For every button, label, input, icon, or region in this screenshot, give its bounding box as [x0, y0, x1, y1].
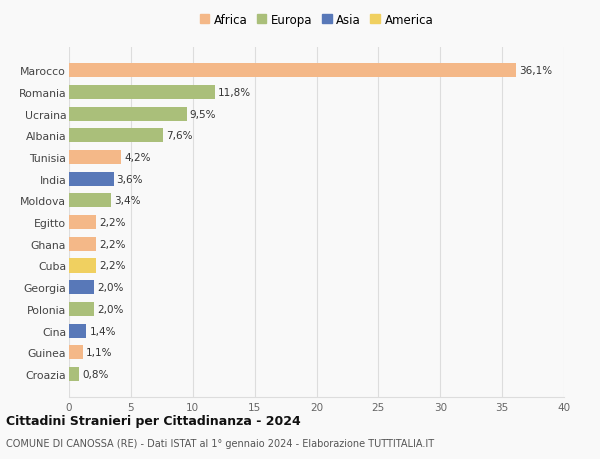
Bar: [69, 107, 187, 122]
Bar: [69, 367, 79, 381]
Text: 2,2%: 2,2%: [100, 261, 126, 271]
Bar: [69, 302, 94, 316]
Bar: [69, 86, 215, 100]
Legend: Africa, Europa, Asia, America: Africa, Europa, Asia, America: [200, 14, 433, 27]
Text: 3,6%: 3,6%: [116, 174, 143, 185]
Text: 2,0%: 2,0%: [97, 304, 123, 314]
Bar: [69, 259, 96, 273]
Bar: [69, 129, 163, 143]
Text: 36,1%: 36,1%: [519, 66, 552, 76]
Text: 4,2%: 4,2%: [124, 153, 151, 162]
Text: 7,6%: 7,6%: [166, 131, 193, 141]
Bar: [69, 216, 96, 230]
Text: COMUNE DI CANOSSA (RE) - Dati ISTAT al 1° gennaio 2024 - Elaborazione TUTTITALIA: COMUNE DI CANOSSA (RE) - Dati ISTAT al 1…: [6, 438, 434, 448]
Text: 3,4%: 3,4%: [114, 196, 140, 206]
Text: 0,8%: 0,8%: [82, 369, 109, 379]
Text: 9,5%: 9,5%: [190, 109, 216, 119]
Bar: [69, 194, 111, 208]
Text: 2,2%: 2,2%: [100, 239, 126, 249]
Bar: [69, 151, 121, 165]
Bar: [69, 172, 113, 186]
Text: 1,1%: 1,1%: [86, 347, 112, 358]
Bar: [69, 64, 516, 78]
Text: 2,0%: 2,0%: [97, 283, 123, 292]
Bar: [69, 324, 86, 338]
Text: 1,4%: 1,4%: [89, 326, 116, 336]
Bar: [69, 280, 94, 295]
Bar: [69, 237, 96, 251]
Bar: [69, 346, 83, 359]
Text: Cittadini Stranieri per Cittadinanza - 2024: Cittadini Stranieri per Cittadinanza - 2…: [6, 414, 301, 428]
Text: 2,2%: 2,2%: [100, 218, 126, 228]
Text: 11,8%: 11,8%: [218, 88, 251, 98]
